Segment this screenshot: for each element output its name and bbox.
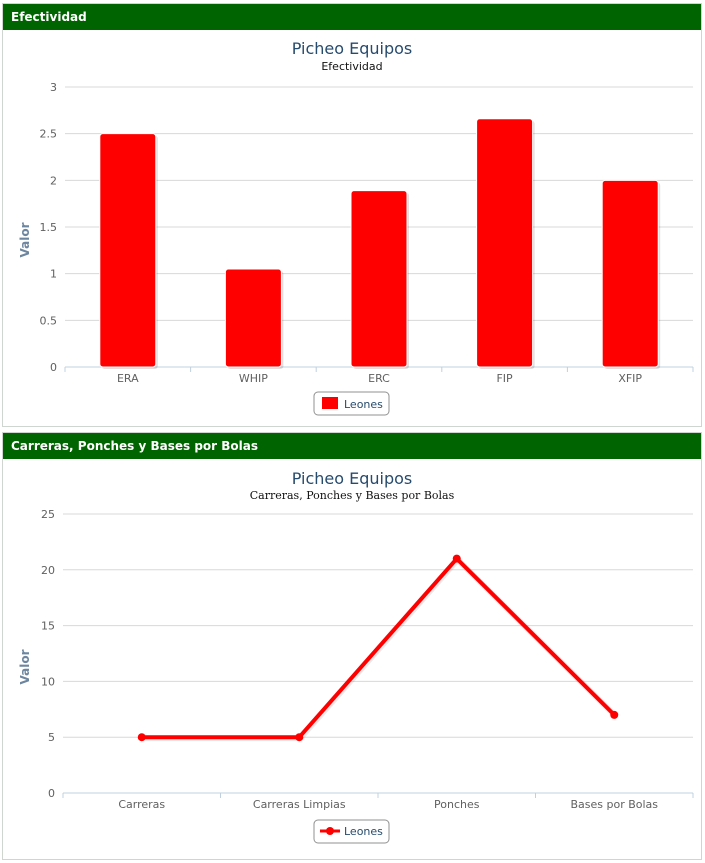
- legend-swatch: [322, 397, 338, 409]
- bar[interactable]: [99, 133, 157, 368]
- bar[interactable]: [350, 190, 408, 368]
- y-tick-label: 1: [50, 268, 57, 281]
- y-tick-label: 3: [50, 81, 57, 94]
- bar-chart: Picheo Equipos Efectividad Valor 0 0.5 1 1.…: [18, 39, 694, 416]
- efectividad-panel: Efectividad Picheo Equipos Efectividad V…: [2, 3, 702, 427]
- x-tick-label: XFIP: [618, 372, 642, 385]
- legend[interactable]: Leones: [313, 819, 390, 844]
- bar[interactable]: [601, 179, 659, 368]
- y-tick-label: 15: [41, 620, 55, 633]
- panel-header: Efectividad: [3, 4, 701, 30]
- y-tick-label: 0.5: [40, 314, 58, 327]
- x-tick-label: Carreras: [118, 798, 165, 811]
- chart-subtitle: Carreras, Ponches y Bases por Bolas: [250, 489, 455, 502]
- y-tick-label: 0: [50, 361, 57, 374]
- data-point[interactable]: [295, 733, 304, 742]
- bar[interactable]: [476, 118, 534, 368]
- x-tick-label: WHIP: [239, 372, 268, 385]
- x-tick-label: ERA: [117, 372, 139, 385]
- x-tick-label: ERC: [368, 372, 390, 385]
- legend-label[interactable]: Leones: [344, 825, 383, 838]
- chart-title: Picheo Equipos: [292, 469, 413, 488]
- y-tick-label: 1.5: [40, 221, 58, 234]
- chart-subtitle: Efectividad: [321, 60, 382, 73]
- data-point[interactable]: [137, 733, 146, 742]
- y-axis-label: Valor: [18, 649, 32, 684]
- y-tick-label: 2.5: [40, 128, 58, 141]
- y-tick-label: 0: [48, 787, 55, 800]
- y-tick-label: 2: [50, 174, 57, 187]
- legend[interactable]: Leones: [313, 391, 390, 416]
- legend-label[interactable]: Leones: [344, 398, 383, 411]
- x-tick-label: Carreras Limpias: [253, 798, 346, 811]
- panel-header: Carreras, Ponches y Bases por Bolas: [3, 433, 701, 459]
- carreras-panel: Carreras, Ponches y Bases por Bolas Pich…: [2, 432, 702, 860]
- line-chart: Picheo Equipos Carreras, Ponches y Bases…: [18, 469, 694, 844]
- y-tick-label: 10: [41, 675, 55, 688]
- chart-title: Picheo Equipos: [292, 39, 413, 58]
- y-tick-label: 5: [48, 731, 55, 744]
- legend-marker: [326, 827, 334, 835]
- series-line: [141, 556, 616, 740]
- y-tick-label: 20: [41, 564, 55, 577]
- x-tick-label: Bases por Bolas: [570, 798, 658, 811]
- x-tick-label: Ponches: [434, 798, 480, 811]
- data-point[interactable]: [452, 554, 461, 563]
- bar[interactable]: [224, 268, 282, 368]
- legend-box: [313, 819, 390, 844]
- y-tick-label: 25: [41, 508, 55, 521]
- x-tick-label: FIP: [496, 372, 513, 385]
- y-axis-label: Valor: [18, 222, 32, 257]
- data-point[interactable]: [610, 710, 619, 719]
